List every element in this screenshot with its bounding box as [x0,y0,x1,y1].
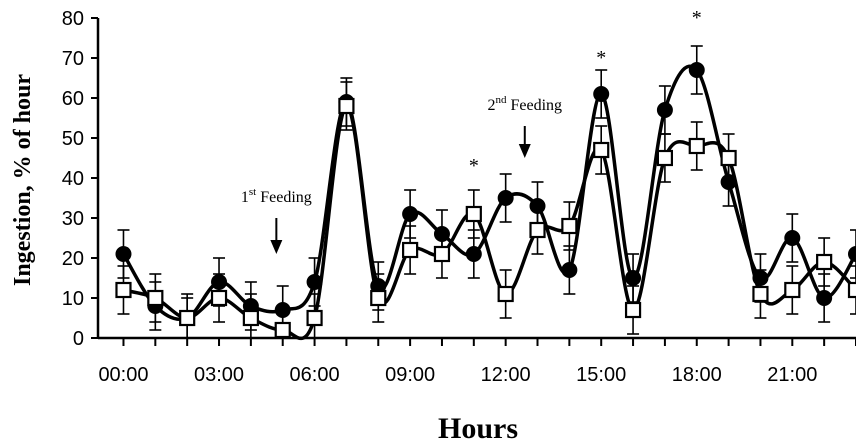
y-tick-label: 50 [62,128,84,150]
significance-asterisk: * [692,7,702,29]
data-point-circle [561,262,578,278]
data-point-square [561,217,578,235]
data-point-circle [784,230,801,246]
data-point-circle [816,290,833,306]
y-tick-label: 0 [73,328,84,350]
data-point-square [210,289,228,307]
x-tick-label: 21:00 [767,364,817,386]
data-point-square [752,285,769,303]
data-point-circle [402,206,419,222]
feeding-arrow-head-1 [270,240,283,254]
y-axis: 0 10 20 30 40 50 60 70 80 [62,8,100,350]
x-tick-label: 03:00 [194,364,244,386]
data-point-square [370,289,387,307]
plot-area [115,45,856,341]
series-line-2 [123,104,856,341]
feeding-label-1: 1st Feeding [241,186,312,206]
data-point-square [688,137,705,155]
x-tick-label: 09:00 [385,364,435,386]
data-point-circle [497,190,514,206]
data-point-square [593,141,610,159]
data-point-square [720,149,737,167]
data-point-circle [848,246,856,262]
y-tick-label: 40 [62,168,84,190]
data-point-circle [656,102,673,118]
feeding-label-2: 2nd Feeding [487,94,562,114]
y-axis-title: Ingestion, % of hour [10,74,36,286]
data-point-square [816,253,833,271]
data-point-square [147,289,164,307]
data-point-square [179,309,196,327]
data-point-square [306,309,323,327]
y-tick-label: 10 [62,288,84,310]
x-tick-label: 00:00 [98,364,148,386]
significance-asterisk: * [596,47,606,69]
annotations: 1st Feeding 2nd Feeding * * * [241,7,702,254]
y-tick-label: 80 [62,8,84,30]
data-point-square [274,321,291,339]
data-point-square [847,281,856,299]
data-point-circle [115,246,132,262]
data-point-square [338,97,355,115]
data-point-square [242,309,259,327]
data-point-circle [593,86,610,102]
feeding-arrow-head-2 [518,144,531,158]
x-axis: 00:00 03:00 06:00 09:00 12:00 15:00 18:00 21:00 [98,336,856,386]
x-tick-label: 06:00 [290,364,340,386]
y-tick-label: 20 [62,248,84,270]
data-point-square [624,301,642,319]
data-point-square [465,205,482,223]
data-point-circle [625,270,642,286]
y-tick-label: 30 [62,208,84,230]
x-tick-label: 15:00 [576,364,626,386]
data-point-circle [465,246,482,262]
data-point-square [497,285,514,303]
data-point-square [402,241,419,259]
data-point-square [784,281,801,299]
y-tick-label: 70 [62,48,84,70]
x-tick-label: 18:00 [672,364,722,386]
x-tick-label: 12:00 [481,364,531,386]
data-point-square [115,281,132,299]
x-axis-title: Hours [438,412,518,443]
data-point-square [529,221,546,239]
significance-asterisk: * [469,155,479,177]
y-tick-label: 60 [62,88,84,110]
data-point-square [656,149,674,167]
data-point-circle [688,62,705,78]
data-point-square [433,245,451,263]
